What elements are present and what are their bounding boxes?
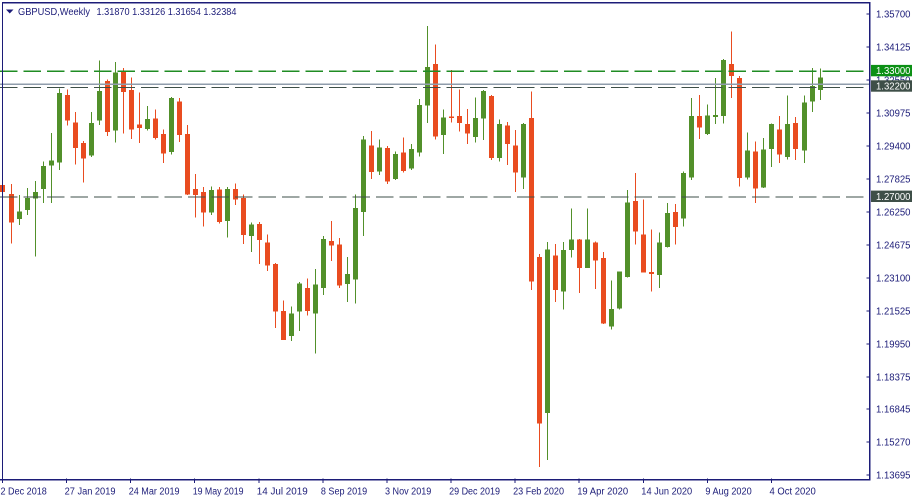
svg-text:1.23100: 1.23100 — [876, 274, 911, 285]
svg-text:1.31870 1.33126 1.31654 1.3238: 1.31870 1.33126 1.31654 1.32384 — [97, 6, 237, 18]
svg-text:1.29400: 1.29400 — [876, 142, 911, 153]
svg-text:1.18375: 1.18375 — [876, 373, 911, 384]
svg-text:23 Feb 2020: 23 Feb 2020 — [513, 487, 564, 498]
svg-text:1.33000: 1.33000 — [876, 66, 911, 77]
svg-text:24 Mar 2019: 24 Mar 2019 — [129, 487, 180, 498]
svg-text:2 Dec 2018: 2 Dec 2018 — [1, 487, 48, 498]
svg-text:1.27000: 1.27000 — [876, 192, 911, 203]
svg-text:1.27825: 1.27825 — [876, 175, 911, 186]
svg-text:19 May 2019: 19 May 2019 — [193, 487, 244, 498]
svg-text:1.26250: 1.26250 — [876, 208, 911, 219]
svg-text:1.21525: 1.21525 — [876, 307, 911, 318]
svg-text:1.35700: 1.35700 — [876, 10, 911, 21]
svg-text:27 Jan 2019: 27 Jan 2019 — [65, 487, 116, 498]
svg-text:1.34125: 1.34125 — [876, 43, 911, 54]
svg-text:4 Oct 2020: 4 Oct 2020 — [770, 487, 817, 498]
svg-text:1.15270: 1.15270 — [876, 438, 911, 449]
svg-text:14 Jul 2019: 14 Jul 2019 — [257, 487, 308, 498]
svg-text:14 Jun 2020: 14 Jun 2020 — [641, 487, 692, 498]
svg-text:1.13695: 1.13695 — [876, 471, 911, 482]
svg-text:1.16845: 1.16845 — [876, 405, 911, 416]
svg-text:1.24675: 1.24675 — [876, 241, 911, 252]
svg-text:1.32200: 1.32200 — [876, 82, 911, 93]
svg-text:1.19950: 1.19950 — [876, 340, 911, 351]
svg-text:1.30975: 1.30975 — [876, 109, 911, 120]
svg-text:8 Sep 2019: 8 Sep 2019 — [321, 487, 368, 498]
svg-text:9 Aug 2020: 9 Aug 2020 — [705, 487, 752, 498]
svg-text:3 Nov 2019: 3 Nov 2019 — [385, 487, 432, 498]
svg-text:19 Apr 2020: 19 Apr 2020 — [577, 487, 628, 498]
svg-text:29 Dec 2019: 29 Dec 2019 — [449, 487, 500, 498]
svg-text:GBPUSD,Weekly: GBPUSD,Weekly — [18, 6, 91, 18]
